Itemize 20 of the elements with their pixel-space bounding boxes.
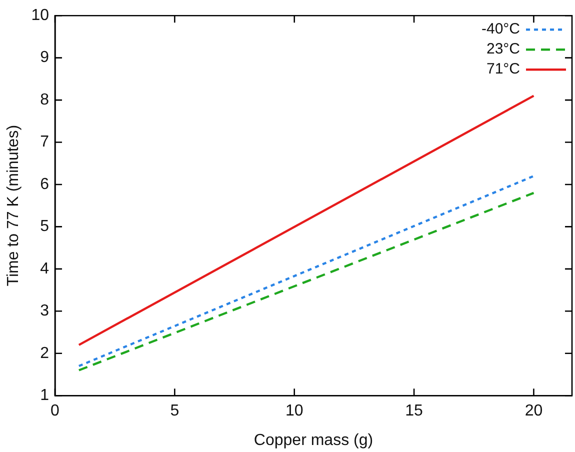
y-tick-label: 7: [40, 134, 50, 151]
x-tick-label: 15: [405, 402, 424, 420]
y-tick-label: 4: [40, 260, 50, 278]
y-tick-label: 2: [40, 344, 50, 362]
y-axis-title: Time to 77 K (minutes): [5, 124, 22, 286]
y-tick-label: 8: [40, 91, 50, 108]
y-tick-label: 5: [40, 218, 50, 236]
x-tick-label: 5: [170, 402, 180, 420]
y-tick-label: 6: [40, 176, 50, 193]
legend-label: 23°C: [486, 40, 520, 58]
y-tick-label: 9: [40, 49, 50, 66]
x-tick-label: 10: [285, 402, 304, 420]
y-tick-label: 10: [31, 7, 50, 24]
y-tick-label: 3: [40, 302, 50, 320]
x-tick-label: 20: [524, 402, 543, 420]
x-tick-label: 0: [50, 402, 60, 420]
legend-label: 71°C: [486, 60, 520, 78]
y-tick-label: 1: [40, 387, 50, 404]
x-axis-title: Copper mass (g): [254, 432, 374, 449]
legend-label: -40°C: [481, 20, 520, 38]
